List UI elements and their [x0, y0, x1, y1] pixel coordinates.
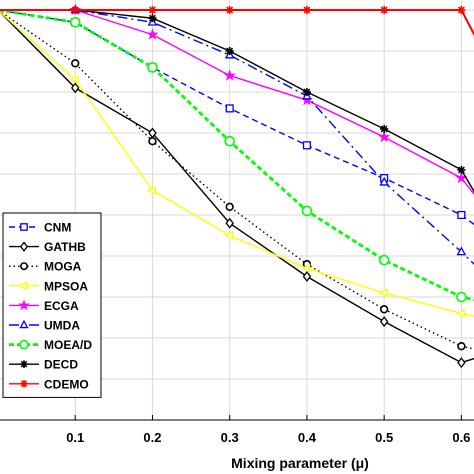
- legend: CNM GATHB MOGA MPSOA ECGA UMDA MOEA/D DECD CDEMO: [2, 212, 102, 398]
- legend-entry-ecga: ECGA: [9, 299, 79, 313]
- x-axis-label: Mixing parameter (μ): [231, 455, 369, 471]
- legend-label-moga: MOGA: [44, 260, 82, 274]
- series-ecga: [0, 3, 474, 196]
- x-tick-label-2: 0.3: [221, 430, 239, 445]
- point-mpsoa-2: [147, 185, 156, 196]
- point-cnm-6: [457, 210, 466, 220]
- legend-label-ecga: ECGA: [44, 299, 79, 313]
- point-gathb-3: [225, 217, 234, 229]
- series-line-umda: [0, 9, 474, 265]
- point-umda-5: [379, 176, 389, 186]
- legend-marker-cnm: [20, 223, 28, 231]
- x-ticks: 0.1 0.2 0.3 0.4 0.5 0.6: [66, 415, 470, 445]
- point-decd-2: [148, 14, 157, 23]
- legend-entry-decd: DECD: [9, 358, 78, 372]
- point-moga-1: [71, 59, 80, 68]
- point-mpsoa-6: [455, 308, 465, 319]
- point-moea-d-1: [69, 16, 81, 28]
- legend-entry-moga: MOGA: [9, 260, 82, 274]
- legend-label-moea-d: MOEA/D: [44, 338, 92, 352]
- point-moea-d-4: [301, 205, 313, 217]
- point-ecga-5: [378, 130, 391, 143]
- legend-label-gathb: GATHB: [44, 240, 86, 254]
- series-group: [0, 3, 474, 369]
- point-cnm-3: [225, 104, 234, 113]
- point-gathb-5: [379, 316, 389, 328]
- point-gathb-1: [71, 82, 80, 94]
- series-line-decd: [0, 9, 474, 193]
- x-tick-label-3: 0.4: [298, 430, 317, 445]
- series-decd: [0, 5, 474, 193]
- point-ecga-2: [146, 28, 159, 40]
- point-cdemo-4: [302, 5, 312, 15]
- point-cdemo-1: [71, 5, 80, 15]
- point-decd-3: [225, 46, 234, 56]
- point-gathb-6: [457, 357, 466, 369]
- point-moea-d-3: [224, 135, 235, 147]
- legend-entry-mpsoa: MPSOA: [9, 279, 88, 293]
- legend-label-mpsoa: MPSOA: [44, 279, 88, 293]
- point-moea-d-6: [456, 291, 467, 303]
- point-moea-d-2: [147, 62, 158, 73]
- legend-entry-cdemo: CDEMO: [9, 377, 89, 391]
- legend-marker-ecga: [18, 299, 30, 311]
- point-decd-4: [302, 87, 312, 97]
- point-moga-5: [379, 305, 389, 314]
- legend-entry-cnm: CNM: [9, 221, 71, 235]
- x-tick-label-0: 0.1: [66, 430, 84, 445]
- point-cnm-4: [302, 141, 311, 150]
- series-line-cnm: [0, 9, 474, 226]
- series-line-mpsoa: [0, 10, 474, 317]
- point-moga-6: [457, 342, 466, 351]
- legend-label-cnm: CNM: [44, 221, 71, 235]
- legend-label-cdemo: CDEMO: [44, 377, 89, 391]
- point-mpsoa-4: [301, 263, 311, 274]
- series-moga: [0, 10, 474, 351]
- point-mpsoa-3: [224, 230, 234, 241]
- series-cdemo: [0, 5, 474, 37]
- point-mpsoa-1: [69, 74, 79, 85]
- point-cdemo-3: [225, 5, 234, 15]
- legend-marker-decd: [20, 360, 28, 369]
- point-cdemo-2: [148, 5, 157, 15]
- legend-marker-umda: [19, 319, 29, 329]
- series-gathb: [0, 11, 474, 369]
- point-mpsoa-5: [378, 288, 388, 298]
- series-mpsoa: [0, 10, 474, 319]
- x-tick-label-4: 0.5: [375, 430, 393, 445]
- legend-entry-umda: UMDA: [9, 319, 80, 333]
- legend-marker-mpsoa: [18, 281, 28, 291]
- legend-label-umda: UMDA: [44, 319, 80, 333]
- point-cdemo-5: [380, 5, 389, 15]
- point-moea-d-5: [378, 254, 390, 266]
- legend-marker-moea-d: [19, 339, 29, 350]
- point-decd-5: [380, 124, 389, 133]
- point-moga-3: [225, 202, 234, 212]
- point-cdemo-6: [457, 5, 466, 15]
- point-ecga-3: [223, 69, 236, 81]
- legend-marker-moga: [19, 262, 28, 271]
- legend-marker-cdemo: [20, 379, 28, 388]
- series-line-cdemo: [0, 9, 474, 37]
- x-tick-label-1: 0.2: [143, 430, 161, 445]
- point-decd-6: [457, 165, 466, 174]
- series-moea-d: [0, 8, 474, 303]
- legend-entry-gathb: GATHB: [9, 240, 86, 254]
- legend-label-decd: DECD: [44, 358, 78, 372]
- point-gathb-4: [302, 271, 312, 282]
- series-line-ecga: [0, 9, 474, 196]
- series-line-gathb: [0, 11, 474, 364]
- point-moga-2: [148, 137, 157, 146]
- legend-marker-gathb: [19, 241, 29, 252]
- point-umda-6: [456, 246, 467, 256]
- legend-entry-moea-d: MOEA/D: [9, 338, 92, 352]
- x-tick-label-5: 0.6: [452, 430, 470, 445]
